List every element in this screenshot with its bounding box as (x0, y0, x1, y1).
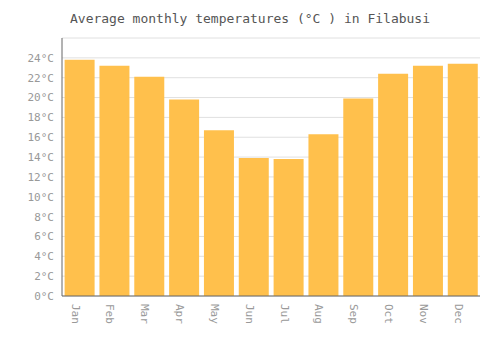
svg-text:18°C: 18°C (28, 111, 55, 124)
svg-text:Jun: Jun (243, 304, 256, 324)
svg-text:2°C: 2°C (34, 270, 54, 283)
svg-text:14°C: 14°C (28, 151, 55, 164)
html-text:Average monthly temperatures (: Average monthly temperatures (°C ) in Fi… (70, 11, 430, 26)
svg-text:20°C: 20°C (28, 91, 55, 104)
svg-text:Jan: Jan (69, 304, 82, 324)
svg-text:Oct: Oct (382, 304, 395, 324)
svg-text:Apr: Apr (173, 304, 186, 324)
svg-text:10°C: 10°C (28, 191, 55, 204)
svg-text:Feb: Feb (103, 304, 116, 324)
svg-text:12°C: 12°C (28, 171, 55, 184)
svg-text:0°C: 0°C (34, 290, 54, 303)
svg-text:Aug: Aug (312, 304, 325, 324)
svg-text:May: May (208, 304, 221, 324)
svg-text:16°C: 16°C (28, 131, 55, 144)
svg-text:Jul: Jul (278, 304, 291, 324)
svg-text:22°C: 22°C (28, 72, 55, 85)
svg-text:Dec: Dec (452, 304, 465, 324)
svg-text:Nov: Nov (417, 304, 430, 324)
svg-text:6°C: 6°C (34, 230, 54, 243)
svg-text:Sep: Sep (347, 304, 360, 324)
svg-text:Mar: Mar (138, 304, 151, 324)
svg-text:8°C: 8°C (34, 211, 54, 224)
svg-text:4°C: 4°C (34, 250, 54, 263)
svg-text:24°C: 24°C (28, 52, 55, 65)
